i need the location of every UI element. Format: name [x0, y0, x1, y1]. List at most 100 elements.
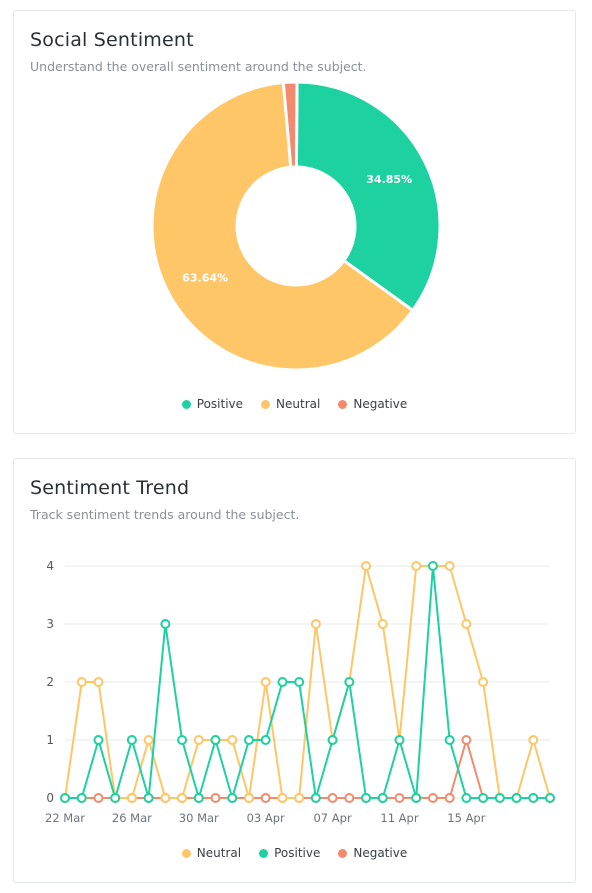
point-positive[interactable] [511, 793, 522, 803]
sentiment-trend-subtitle: Track sentiment trends around the subjec… [30, 507, 300, 522]
social-sentiment-title: Social Sentiment [30, 29, 194, 51]
line-legend-swatch [259, 848, 269, 858]
point-positive[interactable] [478, 793, 489, 803]
point-neutral[interactable] [377, 619, 388, 629]
point-positive[interactable] [494, 793, 505, 803]
point-positive[interactable] [160, 619, 171, 629]
donut-legend-item-negative[interactable]: Negative [338, 397, 407, 411]
point-positive[interactable] [327, 735, 338, 745]
point-neutral[interactable] [193, 735, 204, 745]
point-positive[interactable] [126, 735, 137, 745]
donut-legend-item-neutral[interactable]: Neutral [261, 397, 320, 411]
point-positive[interactable] [93, 735, 104, 745]
y-tick-label: 2 [46, 675, 54, 689]
point-neutral[interactable] [93, 677, 104, 687]
point-neutral[interactable] [177, 793, 188, 803]
point-negative[interactable] [210, 793, 221, 803]
point-negative[interactable] [394, 793, 405, 803]
point-positive[interactable] [260, 735, 271, 745]
point-positive[interactable] [344, 677, 355, 687]
x-tick-label: 03 Apr [247, 811, 285, 825]
line-legend: Neutral Positive Negative [14, 846, 575, 860]
donut-slice-negative[interactable] [281, 83, 299, 169]
x-tick-label: 22 Mar [45, 811, 85, 825]
line-legend-item-positive[interactable]: Positive [259, 846, 320, 860]
donut-legend: Positive Neutral Negative [14, 397, 575, 411]
point-neutral[interactable] [294, 793, 305, 803]
point-neutral[interactable] [444, 561, 455, 571]
point-neutral[interactable] [126, 793, 137, 803]
point-positive[interactable] [528, 793, 539, 803]
point-positive[interactable] [243, 735, 254, 745]
donut-legend-label: Positive [196, 397, 244, 411]
series-line-neutral [64, 565, 551, 799]
line-legend-label: Negative [353, 846, 408, 860]
point-neutral[interactable] [227, 735, 238, 745]
point-positive[interactable] [76, 793, 87, 803]
point-positive[interactable] [394, 735, 405, 745]
line-legend-item-negative[interactable]: Negative [338, 846, 407, 860]
donut-slice-neutral[interactable] [150, 83, 415, 372]
point-positive[interactable] [143, 793, 154, 803]
point-positive[interactable] [177, 735, 188, 745]
point-positive[interactable] [444, 735, 455, 745]
donut-slice-positive[interactable] [294, 83, 442, 313]
point-positive[interactable] [60, 793, 70, 803]
donut-legend-swatch [261, 399, 271, 409]
point-neutral[interactable] [243, 793, 254, 803]
social-sentiment-subtitle: Understand the overall sentiment around … [30, 59, 367, 74]
point-positive[interactable] [227, 793, 238, 803]
point-neutral[interactable] [411, 561, 422, 571]
donut-data-label: 34.85% [366, 173, 412, 186]
point-negative[interactable] [427, 793, 438, 803]
sentiment-trend-card: Sentiment Trend Track sentiment trends a… [13, 458, 576, 883]
x-tick-label: 07 Apr [313, 811, 351, 825]
series-line-negative [65, 739, 550, 799]
point-neutral[interactable] [143, 735, 154, 745]
line-legend-swatch [338, 848, 348, 858]
point-positive[interactable] [545, 793, 555, 803]
social-sentiment-card: Social Sentiment Understand the overall … [13, 10, 576, 434]
point-neutral[interactable] [461, 619, 472, 629]
point-positive[interactable] [210, 735, 221, 745]
point-positive[interactable] [411, 793, 422, 803]
donut-legend-item-positive[interactable]: Positive [181, 397, 244, 411]
point-negative[interactable] [344, 793, 355, 803]
point-negative[interactable] [444, 793, 455, 803]
y-tick-label: 3 [46, 617, 54, 631]
point-positive[interactable] [427, 561, 438, 571]
point-negative[interactable] [327, 793, 338, 803]
line-legend-label: Positive [274, 846, 321, 860]
x-tick-label: 30 Mar [179, 811, 219, 825]
donut-chart: 34.85% 63.64% [150, 83, 442, 372]
point-neutral[interactable] [478, 677, 489, 687]
point-positive[interactable] [277, 677, 288, 687]
donut-legend-swatch [181, 399, 191, 409]
x-tick-label: 26 Mar [112, 811, 152, 825]
y-tick-label: 4 [46, 559, 54, 573]
point-negative[interactable] [260, 793, 271, 803]
y-tick-label: 1 [46, 733, 54, 747]
point-neutral[interactable] [260, 677, 271, 687]
donut-legend-label: Neutral [276, 397, 321, 411]
point-neutral[interactable] [277, 793, 288, 803]
point-positive[interactable] [294, 677, 305, 687]
point-neutral[interactable] [160, 793, 171, 803]
point-negative[interactable] [93, 793, 104, 803]
point-positive[interactable] [377, 793, 388, 803]
point-positive[interactable] [310, 793, 321, 803]
x-tick-label: 11 Apr [380, 811, 418, 825]
point-positive[interactable] [110, 793, 121, 803]
point-positive[interactable] [361, 793, 372, 803]
point-positive[interactable] [193, 793, 204, 803]
point-neutral[interactable] [528, 735, 539, 745]
point-neutral[interactable] [310, 619, 321, 629]
point-positive[interactable] [461, 793, 472, 803]
y-tick-label: 0 [46, 791, 54, 805]
donut-data-label: 63.64% [182, 272, 228, 285]
point-negative[interactable] [461, 735, 472, 745]
line-legend-item-neutral[interactable]: Neutral [181, 846, 241, 860]
point-neutral[interactable] [76, 677, 87, 687]
point-neutral[interactable] [361, 561, 372, 571]
line-chart: 0 1 2 3 4 22 Mar 26 Mar 30 Mar 03 Apr 07 Apr 11 Ap… [45, 559, 555, 825]
